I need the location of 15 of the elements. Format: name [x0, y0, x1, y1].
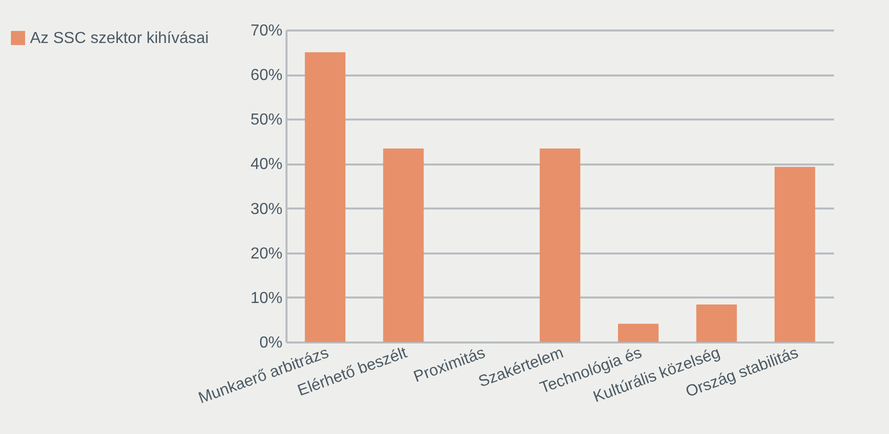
bar	[383, 148, 424, 342]
bar	[696, 304, 737, 342]
y-tick-label: 0%	[259, 334, 282, 352]
bar	[540, 148, 580, 342]
bar	[304, 52, 346, 342]
y-tick-label: 40%	[250, 156, 282, 174]
y-tick-label: 30%	[250, 200, 282, 218]
y-tick-label: 10%	[250, 290, 282, 307]
bar	[618, 324, 659, 342]
y-tick-label: 20%	[250, 245, 282, 262]
y-tick-label: 50%	[250, 112, 282, 129]
y-tick-label: 70%	[250, 22, 282, 40]
bar	[774, 166, 816, 342]
legend-label: Az SSC szektor kihívásai	[30, 30, 209, 47]
y-tick-label: 60%	[250, 67, 282, 84]
